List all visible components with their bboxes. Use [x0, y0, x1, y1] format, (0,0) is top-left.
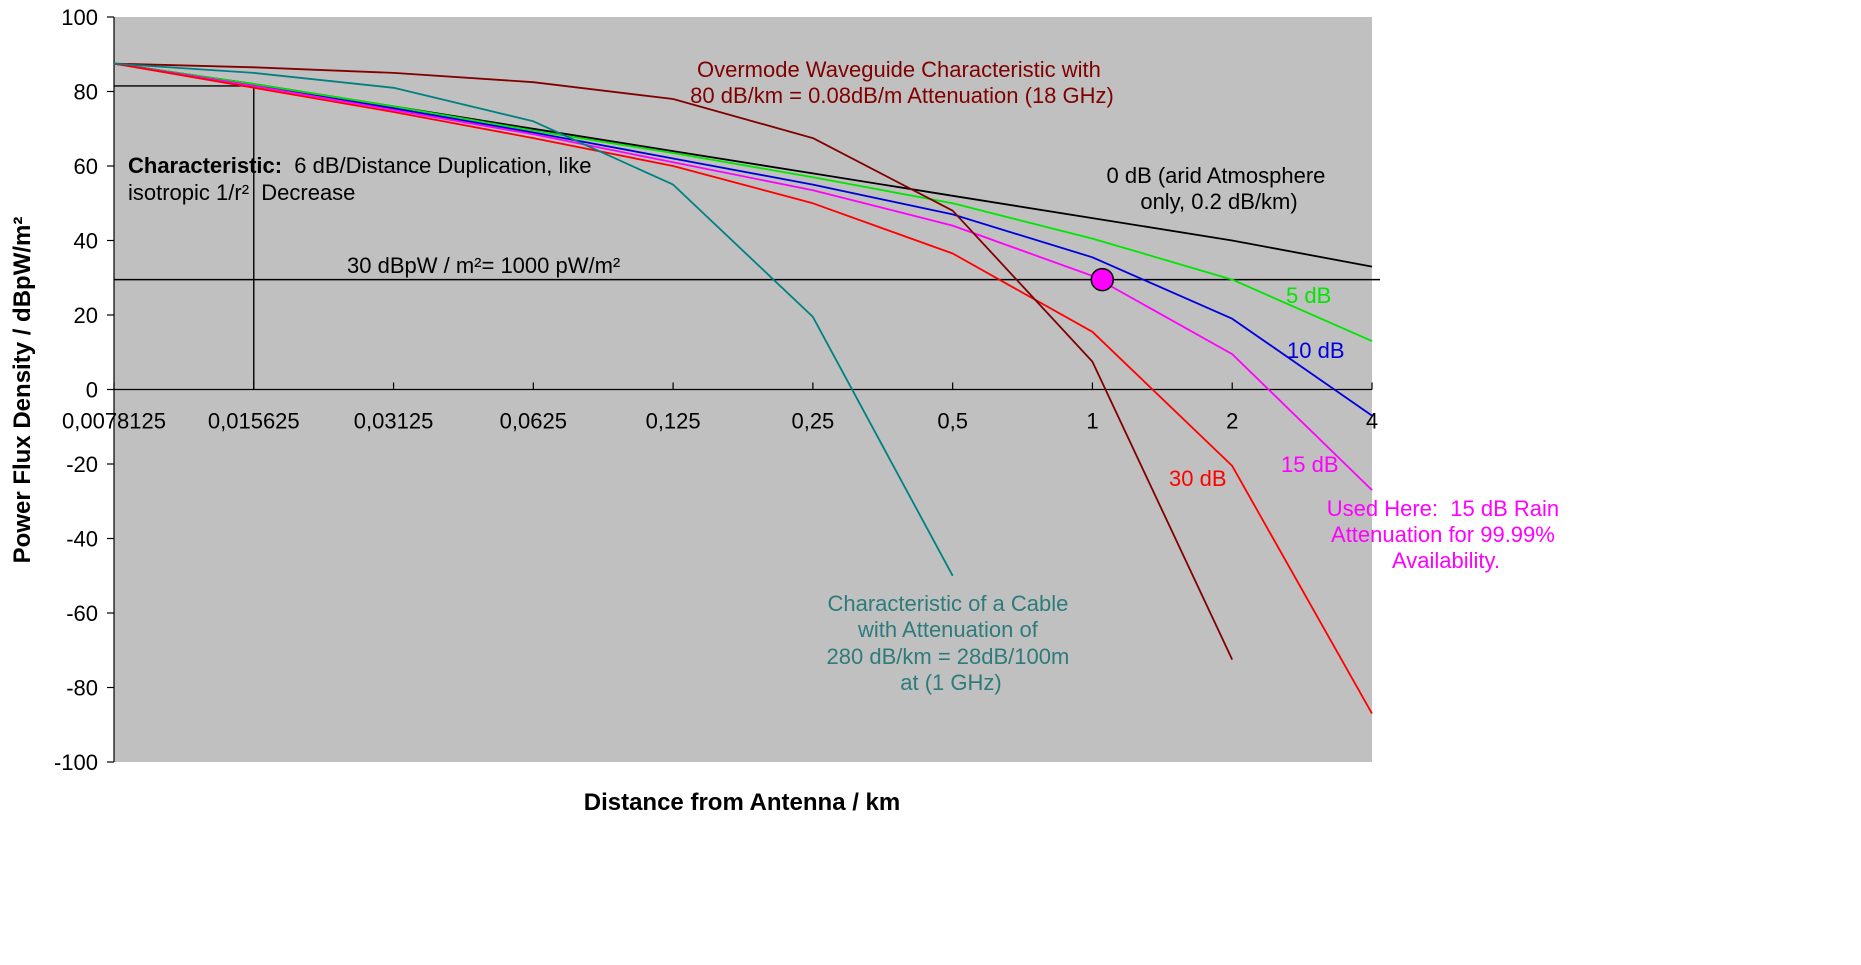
x-tick-label: 0,015625 [208, 409, 300, 434]
y-axis-title: Power Flux Density / dBpW/m² [9, 217, 36, 564]
annotations: Overmode Waveguide Characteristic with 8… [128, 57, 1565, 695]
x-tick-label: 0,03125 [354, 409, 434, 434]
series-line-6 [113, 62, 954, 577]
y-tick-label: -40 [66, 527, 98, 552]
series-line-4 [113, 62, 1373, 715]
y-tick-label: -60 [66, 601, 98, 626]
characteristic-annotation: Characteristic: 6 dB/Distance Duplicatio… [128, 153, 598, 205]
ten-db-label: 10 dB [1287, 338, 1345, 363]
used-here-annotation: Used Here: 15 dB Rain Attenuation for 99… [1327, 496, 1565, 573]
x-tick-label: 0,25 [791, 409, 834, 434]
y-tick-label: -100 [54, 750, 98, 775]
y-tick-label: -80 [66, 676, 98, 701]
y-tick-label: 60 [74, 154, 98, 179]
y-tick-label: 100 [61, 5, 98, 30]
fifteen-db-label: 15 dB [1281, 452, 1339, 477]
axis-labels: Distance from Antenna / km Power Flux De… [9, 217, 900, 816]
x-tick-label: 1 [1086, 409, 1098, 434]
cable-annotation: Characteristic of a Cable with Attenuati… [827, 591, 1076, 695]
reference-lines [114, 85, 1380, 390]
series-group [113, 62, 1373, 715]
reference-line-label: 30 dBpW / m²= 1000 pW/m² [347, 253, 620, 278]
y-tick-label: 40 [74, 229, 98, 254]
y-tick-label: -20 [66, 452, 98, 477]
x-tick-label: 0,0078125 [62, 409, 166, 434]
series-line-5 [113, 62, 1234, 660]
x-tick-label: 0,0625 [500, 409, 567, 434]
series-line-3 [113, 62, 1373, 491]
operating-point-marker [1090, 267, 1115, 292]
five-db-label: 5 dB [1286, 283, 1331, 308]
axes: 100 80 60 40 20 0 -20 -40 -60 -80 -100 0,0078125 0,0… [54, 5, 1378, 775]
y-tick-label: 0 [86, 378, 98, 403]
thirty-db-label: 30 dB [1169, 466, 1227, 491]
series-line-1 [113, 62, 1373, 342]
x-tick-label: 4 [1366, 409, 1378, 434]
x-tick-label: 0,125 [646, 409, 701, 434]
waveguide-annotation: Overmode Waveguide Characteristic with 8… [690, 57, 1114, 108]
y-tick-label: 80 [74, 80, 98, 105]
x-axis-title: Distance from Antenna / km [584, 789, 901, 816]
x-tick-label: 2 [1226, 409, 1238, 434]
x-tick-label: 0,5 [937, 409, 968, 434]
zero-db-label: 0 dB (arid Atmosphere only, 0.2 dB/km) [1106, 163, 1331, 214]
y-tick-label: 20 [74, 303, 98, 328]
